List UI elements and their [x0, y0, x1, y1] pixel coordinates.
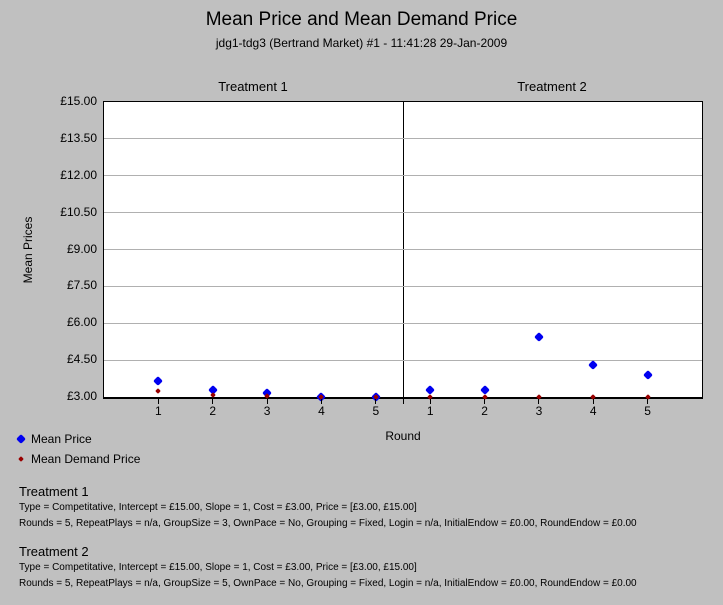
y-tick-label: £7.50	[66, 278, 97, 293]
x-tick-label: 5	[372, 404, 380, 418]
gridline	[104, 138, 702, 140]
chart-subtitle: jdg1-tdg3 (Bertrand Market) #1 - 11:41:2…	[215, 36, 508, 50]
chart-title: Mean Price and Mean Demand Price	[205, 9, 518, 30]
x-tick-mark	[647, 399, 649, 404]
x-tick-label: 5	[644, 404, 651, 418]
x-tick-mark	[157, 399, 159, 404]
y-tick-label: £9.00	[66, 241, 97, 256]
x-tick-label: 4	[589, 404, 597, 418]
footer-treatment-1-heading: Treatment 1	[19, 484, 89, 499]
y-tick-label: £10.50	[60, 204, 97, 219]
x-tick-mark	[212, 399, 214, 404]
plot-area	[103, 101, 703, 399]
x-tick-label: 1	[155, 404, 162, 418]
x-tick-label: 3	[535, 404, 543, 418]
y-tick-label: £4.50	[66, 352, 97, 367]
y-tick-label: £3.00	[66, 389, 97, 403]
x-tick-mark	[375, 399, 377, 404]
x-ticks	[104, 399, 702, 404]
gridline	[104, 175, 702, 177]
y-tick-label: £6.00	[66, 315, 97, 330]
gridline	[104, 249, 702, 250]
x-tick-label: 2	[481, 404, 488, 418]
y-tick-label: £15.00	[60, 94, 97, 108]
gridline	[104, 359, 702, 361]
legend-marker-mean-price	[16, 434, 26, 444]
x-axis-title: Round	[385, 429, 421, 443]
x-tick-mark	[592, 399, 594, 404]
footer-treatment-2-session: Rounds = 5, RepeatPlays = n/a, GroupSize…	[19, 578, 637, 589]
x-tick-label: 3	[263, 404, 271, 418]
x-tick-label: 2	[209, 404, 217, 418]
panel-divider-tick	[402, 399, 404, 404]
gridline	[104, 212, 702, 214]
y-tick-label: £13.50	[60, 130, 97, 145]
x-tick-mark	[320, 399, 322, 404]
x-tick-label: 4	[318, 404, 325, 418]
x-tick-mark	[538, 399, 540, 404]
footer-treatment-1-session: Rounds = 5, RepeatPlays = n/a, GroupSize…	[19, 518, 637, 529]
legend-label-mean-price: Mean Price	[31, 432, 92, 446]
x-tick-mark	[484, 399, 486, 404]
x-tick-label: 1	[426, 404, 434, 418]
gridline	[104, 322, 702, 324]
legend-label-mean-demand-price: Mean Demand Price	[31, 452, 141, 466]
panel-header-treatment-1: Treatment 1	[218, 79, 288, 94]
x-tick-mark	[266, 399, 268, 404]
legend-marker-mean-demand-price	[18, 456, 24, 462]
panel-header-treatment-2: Treatment 2	[517, 79, 587, 94]
x-tick-mark	[429, 399, 431, 404]
footer-treatment-2-heading: Treatment 2	[19, 544, 89, 559]
footer-treatment-2-params: Type = Competitative, Intercept = £15.00…	[19, 562, 417, 573]
y-tick-label: £12.00	[60, 167, 97, 182]
gridline	[104, 285, 702, 287]
footer-treatment-1-params: Type = Competitative, Intercept = £15.00…	[19, 502, 417, 513]
